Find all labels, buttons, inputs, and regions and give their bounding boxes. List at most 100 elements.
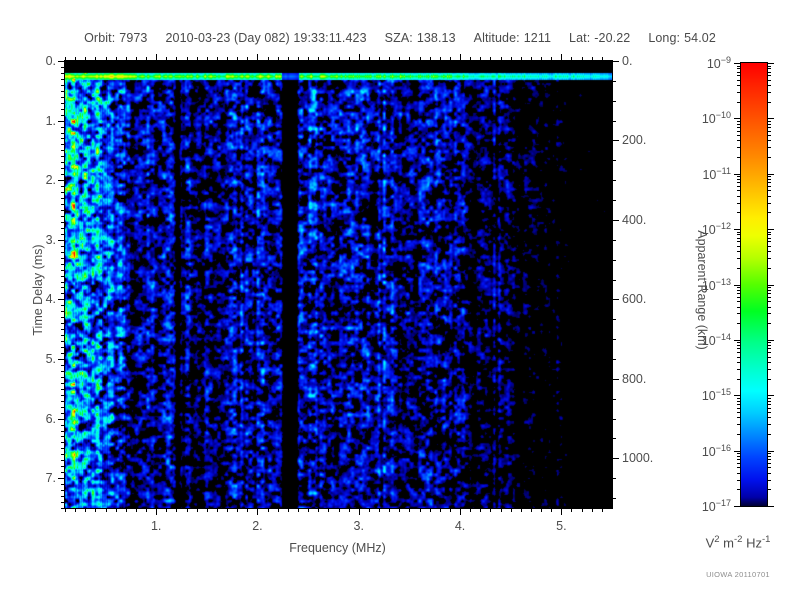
x-tick-minor-top [247, 57, 249, 61]
y-tick-major-left [58, 418, 65, 420]
x-tick-minor [601, 508, 603, 512]
header-altitude: Altitude: 1211 [474, 31, 551, 45]
colorbar-tick-minor [737, 479, 741, 481]
colorbar-tick-minor-right [767, 479, 771, 481]
colorbar-tick-minor [737, 472, 741, 474]
y-tick-minor-left [61, 502, 65, 504]
y-tick-minor-left [61, 233, 65, 235]
x-tick-minor [237, 508, 239, 512]
colorbar-tick-label: 10−10 [701, 110, 731, 127]
x-tick-minor [348, 508, 350, 512]
x-tick-major-top [358, 54, 360, 61]
x-tick-minor-top [267, 57, 269, 61]
y-tick-minor-left [61, 430, 65, 432]
y-tick-minor-left [61, 394, 65, 396]
colorbar-tick-minor [737, 289, 741, 291]
colorbar-tick-minor-right [767, 91, 771, 93]
colorbar-units-label: V2 m-2 Hz-1 [705, 534, 771, 551]
x-tick-minor-top [601, 57, 603, 61]
y-tick-minor-left [61, 174, 65, 176]
x-tick-minor-top [449, 57, 451, 61]
header-lat: Lat: -20.22 [569, 31, 630, 45]
x-tick-minor-top [328, 57, 330, 61]
x-tick-minor [105, 508, 107, 512]
x-tick-minor [389, 508, 391, 512]
spectrogram-image [65, 61, 612, 508]
y-tick-minor-right [612, 498, 616, 500]
colorbar-tick-minor [737, 140, 741, 142]
header-sza: SZA: 138.13 [385, 31, 456, 45]
header-sza-key: SZA: [384, 31, 413, 45]
y-tick-minor-left [61, 96, 65, 98]
x-tick-label: 1. [150, 519, 162, 533]
colorbar-tick-minor-right [767, 130, 771, 132]
colorbar-tick-minor-right [767, 323, 771, 325]
colorbar-tick-minor [737, 212, 741, 214]
colorbar-tick-minor-right [767, 190, 771, 192]
colorbar-tick-minor [737, 182, 741, 184]
colorbar-tick-minor-right [767, 345, 771, 347]
credit-label: UIOWA 20110701 [706, 570, 770, 579]
y-tick-minor-left [61, 186, 65, 188]
x-tick-minor [520, 508, 522, 512]
y-tick-minor-right [612, 359, 616, 360]
y-tick-minor-left [61, 215, 65, 217]
colorbar-tick-label: 10−17 [701, 497, 731, 515]
x-tick-minor [530, 508, 532, 512]
colorbar-tick-minor [737, 231, 741, 233]
x-tick-minor-top [166, 57, 168, 61]
colorbar-tick-minor [737, 202, 741, 204]
x-tick-minor-top [581, 57, 583, 61]
x-tick-minor-top [480, 57, 482, 61]
x-tick-minor [227, 508, 229, 512]
y-tick-minor-left [61, 329, 65, 331]
y-tick-minor-left [61, 364, 65, 366]
colorbar-tick-minor-right [767, 101, 771, 103]
colorbar-tick-minor-right [767, 361, 771, 363]
y-tick-minor-left [61, 257, 65, 259]
colorbar-tick-minor [737, 186, 741, 188]
y-tick-minor-left [61, 341, 65, 343]
colorbar-tick-minor [737, 179, 741, 181]
y-tick-minor-left [61, 263, 65, 265]
y-tick-minor-left [61, 102, 65, 104]
colorbar-tick-minor-right [767, 65, 771, 67]
colorbar-tick-major [734, 173, 741, 175]
metadata-header: Orbit: 7973 2010-03-23 (Day 082) 19:33:11… [0, 29, 800, 47]
y-tick-minor-left [61, 269, 65, 271]
colorbar-tick-minor [737, 313, 741, 315]
colorbar-tick-minor-right [767, 75, 771, 77]
y-tick-minor-left [61, 72, 65, 74]
colorbar-tick-minor-right [767, 258, 771, 260]
colorbar-tick-minor-right [767, 202, 771, 204]
x-tick-minor [196, 508, 198, 512]
y-tick-label-left: 5. [45, 352, 56, 366]
x-tick-minor-top [318, 57, 320, 61]
colorbar-tick-minor-right [767, 403, 771, 405]
y-tick-major-left [58, 239, 65, 241]
colorbar-tick-minor-right [767, 212, 771, 214]
x-tick-minor-top [368, 57, 370, 61]
colorbar-tick-minor [737, 323, 741, 325]
y-tick-major-right [612, 299, 619, 301]
colorbar-tick-minor [737, 241, 741, 243]
header-sza-value: 138.13 [416, 31, 456, 45]
x-tick-major-top [460, 54, 462, 61]
y-tick-minor-right [612, 418, 616, 420]
y-tick-minor-right [612, 100, 616, 102]
y-tick-major-left [58, 120, 65, 122]
y-tick-minor-left [61, 424, 65, 426]
x-tick-minor-top [389, 57, 391, 61]
colorbar-tick-minor-right [767, 467, 771, 469]
x-tick-label: 2. [252, 519, 263, 533]
y-tick-minor-left [61, 275, 65, 277]
x-axis-title: Frequency (MHz) [289, 541, 386, 555]
x-tick-minor-top [399, 57, 401, 61]
header-altitude-value: 1211 [523, 31, 552, 45]
y-tick-label-left: 2. [45, 173, 56, 188]
x-tick-minor [500, 508, 502, 512]
colorbar-tick-minor [737, 267, 741, 269]
header-timestamp: 2010-03-23 (Day 082) 19:33:11.423 [166, 31, 367, 45]
colorbar-tick-minor [737, 287, 741, 289]
colorbar-tick-minor-right [767, 126, 771, 128]
